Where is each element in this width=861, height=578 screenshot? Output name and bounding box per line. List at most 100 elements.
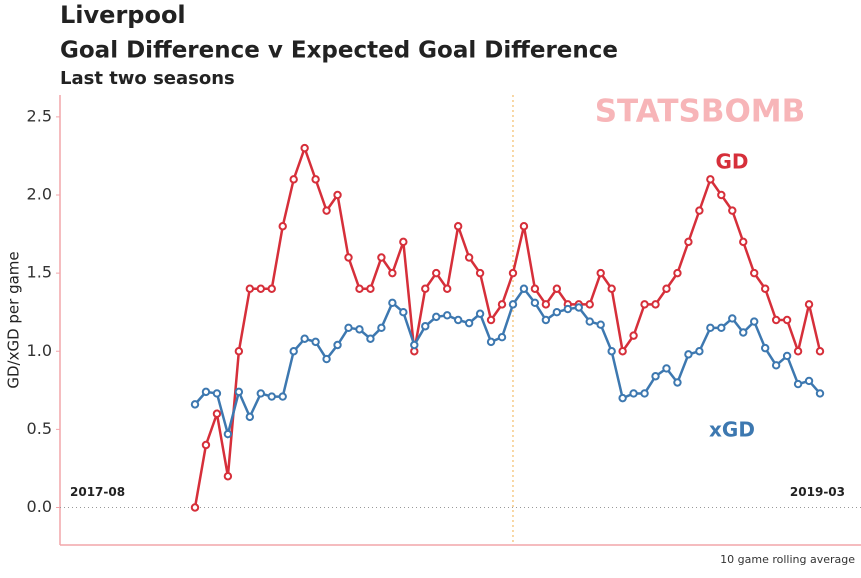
data-point [256,389,265,398]
data-point [234,387,244,397]
data-point [804,376,814,386]
data-point [377,253,386,262]
data-point [541,300,551,309]
data-point [464,253,474,262]
data-point [267,284,276,293]
data-point [552,307,562,317]
data-point [651,300,660,309]
data-point [322,354,331,364]
data-point [771,315,781,325]
data-point [706,175,715,184]
data-point [695,347,704,356]
data-point [541,315,551,325]
data-point [190,400,200,409]
watermark: STATSBOMB [595,94,806,130]
data-point [673,378,682,387]
data-point [300,143,309,153]
data-point [739,328,748,337]
data-point [475,268,485,278]
data-point [552,284,562,293]
data-point [245,284,255,293]
y-tick-label: 1.0 [27,341,52,360]
y-tick-label: 0.0 [27,497,52,516]
data-point [618,393,627,403]
data-point [750,268,759,278]
y-axis-label: GD/xGD per game [5,251,23,388]
data-point [618,347,627,356]
data-point [673,268,682,278]
data-point [355,325,364,334]
data-point [607,284,616,293]
data-point [815,389,825,398]
data-point [333,190,342,200]
data-point [366,334,375,343]
data-point [410,340,419,350]
data-point [662,364,671,373]
data-point [629,389,638,398]
data-point [717,323,726,333]
data-point [388,268,397,278]
y-tick-label: 2.0 [27,185,52,204]
data-point [728,206,737,215]
data-point [530,298,540,308]
data-point [640,300,649,309]
data-point [793,347,803,356]
data-point [442,284,452,293]
data-point [453,315,463,325]
data-point [607,347,616,356]
data-point [793,379,803,389]
data-point [300,334,309,343]
data-point [706,323,715,333]
data-point [782,351,792,361]
data-point [782,315,792,325]
series-label: xGD [709,418,755,442]
x-tick-label: 2017-08 [70,485,125,499]
data-point [278,392,287,401]
data-point [563,304,573,314]
data-point [585,300,594,309]
data-point [728,314,737,323]
data-point [256,284,265,293]
data-point [344,253,353,262]
x-tick-label: 2019-03 [790,485,845,499]
data-point [311,337,320,347]
data-point [267,392,276,401]
data-point [388,298,397,308]
chart-title: Liverpool [60,1,186,29]
data-point [771,361,781,370]
data-point [640,389,649,398]
data-point [662,284,671,293]
series-label: GD [715,150,748,174]
data-point [760,343,770,353]
data-point [508,300,518,309]
data-point [464,318,474,328]
data-point [453,222,463,231]
data-point [223,472,233,481]
data-point [750,317,759,326]
data-point [760,284,770,293]
data-point [804,300,814,309]
data-point [739,237,748,247]
data-point [508,268,518,278]
data-point [366,284,375,293]
data-point [201,387,211,397]
data-point [377,323,386,333]
data-point [442,311,452,320]
chart-subtitle: Goal Difference v Expected Goal Differen… [60,38,618,64]
data-point [475,309,485,318]
data-point [530,284,540,293]
series-line [194,286,821,439]
data-point [717,190,726,200]
data-point [574,303,583,312]
data-point [278,222,287,231]
data-point [486,337,496,347]
data-point [212,409,222,418]
data-point [421,322,430,331]
footnote: 10 game rolling average [720,553,855,566]
data-point [421,284,430,293]
y-tick-label: 1.5 [27,263,52,282]
data-point [399,237,408,247]
data-point [486,315,496,325]
y-tick-label: 0.5 [27,419,52,438]
